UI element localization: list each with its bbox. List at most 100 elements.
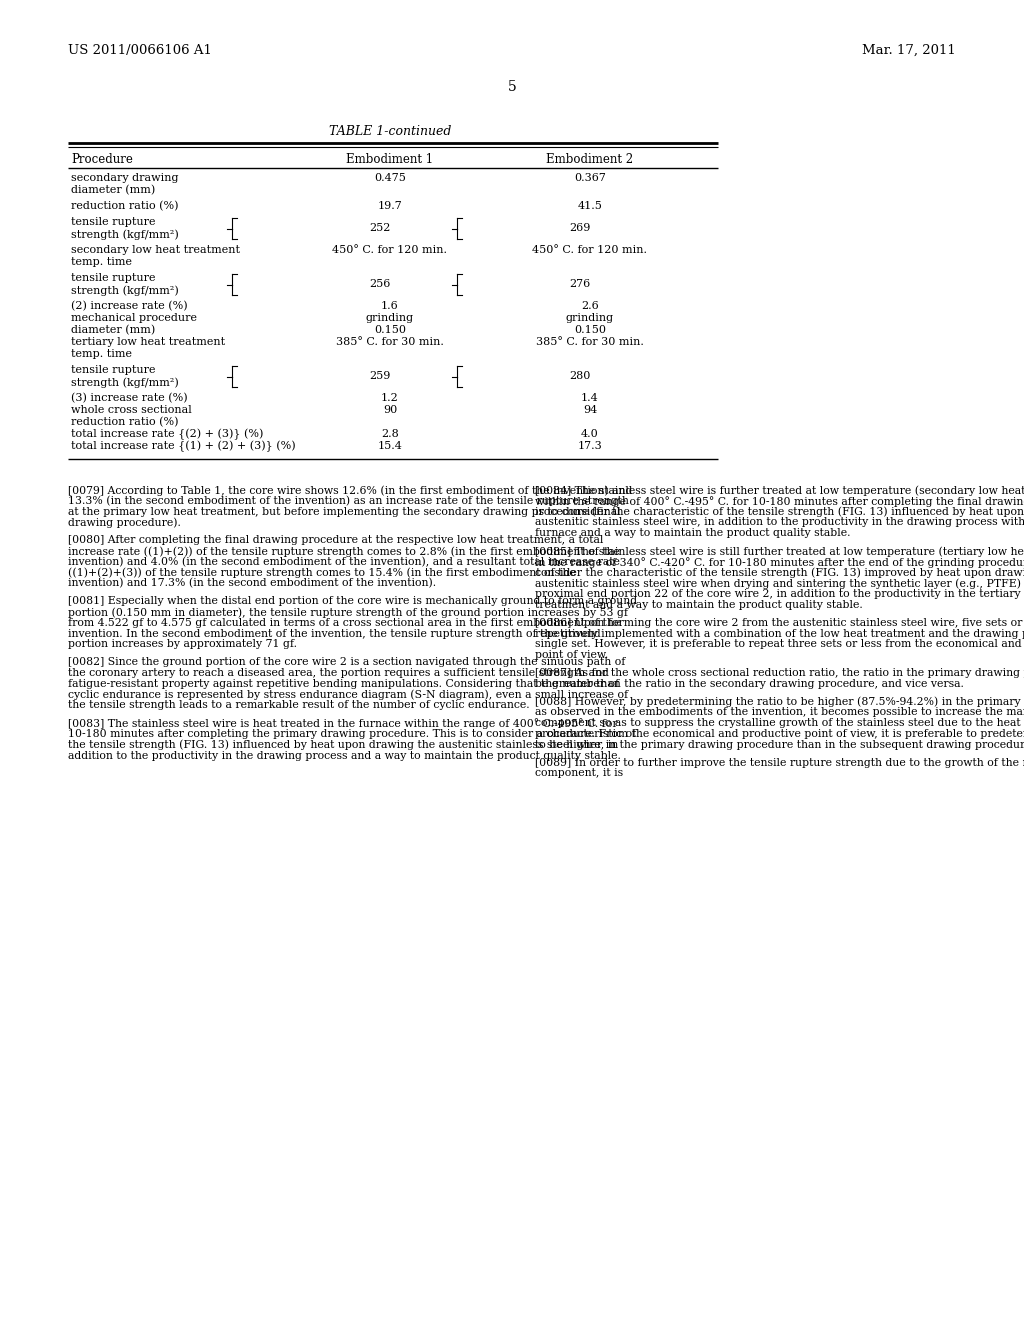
- Text: in the range of 340° C.-420° C. for 10-180 minutes after the end of the grinding: in the range of 340° C.-420° C. for 10-1…: [535, 557, 1024, 568]
- Text: [0085] The stainless steel wire is still further treated at low temperature (ter: [0085] The stainless steel wire is still…: [535, 546, 1024, 557]
- Text: temp. time: temp. time: [71, 348, 132, 359]
- Text: [0080] After completing the final drawing procedure at the respective low heat t: [0080] After completing the final drawin…: [68, 535, 603, 545]
- Text: [0083] The stainless steel wire is heat treated in the furnace within the range : [0083] The stainless steel wire is heat …: [68, 718, 617, 729]
- Text: 17.3: 17.3: [578, 441, 602, 451]
- Text: increase rate ((1)+(2)) of the tensile rupture strength comes to 2.8% (in the fi: increase rate ((1)+(2)) of the tensile r…: [68, 546, 620, 557]
- Text: to be higher in the primary drawing procedure than in the subsequent drawing pro: to be higher in the primary drawing proc…: [535, 739, 1024, 750]
- Text: total increase rate {(2) + (3)} (%): total increase rate {(2) + (3)} (%): [71, 429, 263, 441]
- Text: strength (kgf/mm²): strength (kgf/mm²): [71, 228, 179, 239]
- Text: 4.0: 4.0: [582, 429, 599, 440]
- Text: be greater than the ratio in the secondary drawing procedure, and vice versa.: be greater than the ratio in the seconda…: [535, 678, 964, 689]
- Text: US 2011/0066106 A1: US 2011/0066106 A1: [68, 44, 212, 57]
- Text: invention) and 4.0% (in the second embodiment of the invention), and a resultant: invention) and 4.0% (in the second embod…: [68, 557, 620, 568]
- Text: the coronary artery to reach a diseased area, the portion requires a sufficient : the coronary artery to reach a diseased …: [68, 668, 609, 678]
- Text: portion (0.150 mm in diameter), the tensile rupture strength of the ground porti: portion (0.150 mm in diameter), the tens…: [68, 607, 628, 618]
- Text: 41.5: 41.5: [578, 201, 602, 211]
- Text: repetitively implemented with a combination of the low heat treatment and the dr: repetitively implemented with a combinat…: [535, 628, 1024, 639]
- Text: diameter (mm): diameter (mm): [71, 325, 156, 335]
- Text: [0079] According to Table 1, the core wire shows 12.6% (in the first embodiment : [0079] According to Table 1, the core wi…: [68, 484, 633, 495]
- Text: treatment and a way to maintain the product quality stable.: treatment and a way to maintain the prod…: [535, 601, 863, 610]
- Text: 252: 252: [370, 223, 391, 234]
- Text: within the range of 400° C.-495° C. for 10-180 minutes after completing the fina: within the range of 400° C.-495° C. for …: [535, 496, 1024, 507]
- Text: tensile rupture: tensile rupture: [71, 273, 156, 282]
- Text: [0081] Especially when the distal end portion of the core wire is mechanically g: [0081] Especially when the distal end po…: [68, 597, 637, 606]
- Text: invention) and 17.3% (in the second embodiment of the invention).: invention) and 17.3% (in the second embo…: [68, 578, 436, 589]
- Text: the tensile strength (FIG. 13) influenced by heat upon drawing the austenitic st: the tensile strength (FIG. 13) influence…: [68, 739, 618, 750]
- Text: reduction ratio (%): reduction ratio (%): [71, 201, 178, 211]
- Text: total increase rate {(1) + (2) + (3)} (%): total increase rate {(1) + (2) + (3)} (%…: [71, 441, 296, 453]
- Text: 450° C. for 120 min.: 450° C. for 120 min.: [333, 246, 447, 255]
- Text: is to consider the characteristic of the tensile strength (FIG. 13) influenced b: is to consider the characteristic of the…: [535, 507, 1024, 517]
- Text: 385° C. for 30 min.: 385° C. for 30 min.: [336, 337, 444, 347]
- Text: portion increases by approximately 71 gf.: portion increases by approximately 71 gf…: [68, 639, 297, 649]
- Text: [0086] Upon forming the core wire 2 from the austenitic stainless steel wire, fi: [0086] Upon forming the core wire 2 from…: [535, 618, 1024, 628]
- Text: 269: 269: [569, 223, 591, 234]
- Text: component, it is: component, it is: [535, 768, 624, 779]
- Text: at the primary low heat treatment, but before implementing the secondary drawing: at the primary low heat treatment, but b…: [68, 507, 621, 517]
- Text: 0.150: 0.150: [374, 325, 406, 335]
- Text: point of view.: point of view.: [535, 651, 608, 660]
- Text: component so as to suppress the crystalline growth of the stainless steel due to: component so as to suppress the crystall…: [535, 718, 1024, 729]
- Text: [0088] However, by predetermining the ratio to be higher (87.5%-94.2%) in the pr: [0088] However, by predetermining the ra…: [535, 697, 1024, 708]
- Text: 90: 90: [383, 405, 397, 414]
- Text: 259: 259: [370, 371, 391, 381]
- Text: secondary low heat treatment: secondary low heat treatment: [71, 246, 240, 255]
- Text: 2.8: 2.8: [381, 429, 399, 440]
- Text: (2) increase rate (%): (2) increase rate (%): [71, 301, 187, 312]
- Text: [0084] The stainless steel wire is further treated at low temperature (secondary: [0084] The stainless steel wire is furth…: [535, 484, 1024, 495]
- Text: ((1)+(2)+(3)) of the tensile rupture strength comes to 15.4% (in the first embod: ((1)+(2)+(3)) of the tensile rupture str…: [68, 568, 575, 578]
- Text: from 4.522 gf to 4.575 gf calculated in terms of a cross sectional area in the f: from 4.522 gf to 4.575 gf calculated in …: [68, 618, 621, 628]
- Text: 276: 276: [569, 279, 591, 289]
- Text: tertiary low heat treatment: tertiary low heat treatment: [71, 337, 225, 347]
- Text: fatigue-resistant property against repetitive bending manipulations. Considering: fatigue-resistant property against repet…: [68, 678, 620, 689]
- Text: 19.7: 19.7: [378, 201, 402, 211]
- Text: procedure. From the economical and productive point of view, it is preferable to: procedure. From the economical and produ…: [535, 729, 1024, 739]
- Text: the tensile strength leads to a remarkable result of the number of cyclic endura: the tensile strength leads to a remarkab…: [68, 701, 529, 710]
- Text: 0.367: 0.367: [574, 173, 606, 183]
- Text: austenitic stainless steel wire when drying and sintering the synthetic layer (e: austenitic stainless steel wire when dry…: [535, 578, 1024, 589]
- Text: drawing procedure).: drawing procedure).: [68, 517, 181, 528]
- Text: (3) increase rate (%): (3) increase rate (%): [71, 393, 187, 404]
- Text: 1.6: 1.6: [381, 301, 399, 312]
- Text: Embodiment 2: Embodiment 2: [547, 153, 634, 166]
- Text: [0082] Since the ground portion of the core wire 2 is a section navigated throug: [0082] Since the ground portion of the c…: [68, 657, 626, 667]
- Text: austenitic stainless steel wire, in addition to the productivity in the drawing : austenitic stainless steel wire, in addi…: [535, 517, 1024, 528]
- Text: 0.150: 0.150: [574, 325, 606, 335]
- Text: mechanical procedure: mechanical procedure: [71, 313, 197, 323]
- Text: 450° C. for 120 min.: 450° C. for 120 min.: [532, 246, 647, 255]
- Text: temp. time: temp. time: [71, 257, 132, 267]
- Text: 5: 5: [508, 81, 516, 94]
- Text: as observed in the embodiments of the invention, it becomes possible to increase: as observed in the embodiments of the in…: [535, 708, 1024, 717]
- Text: [0087] As for the whole cross sectional reduction ratio, the ratio in the primar: [0087] As for the whole cross sectional …: [535, 668, 1024, 678]
- Text: 280: 280: [569, 371, 591, 381]
- Text: Procedure: Procedure: [71, 153, 133, 166]
- Text: 2.6: 2.6: [582, 301, 599, 312]
- Text: tensile rupture: tensile rupture: [71, 366, 156, 375]
- Text: grinding: grinding: [366, 313, 414, 323]
- Text: reduction ratio (%): reduction ratio (%): [71, 417, 178, 428]
- Text: furnace and a way to maintain the product quality stable.: furnace and a way to maintain the produc…: [535, 528, 851, 539]
- Text: Embodiment 1: Embodiment 1: [346, 153, 433, 166]
- Text: cyclic endurance is represented by stress endurance diagram (S-N diagram), even : cyclic endurance is represented by stres…: [68, 689, 628, 700]
- Text: 1.2: 1.2: [381, 393, 399, 403]
- Text: secondary drawing: secondary drawing: [71, 173, 178, 183]
- Text: whole cross sectional: whole cross sectional: [71, 405, 191, 414]
- Text: single set. However, it is preferable to repeat three sets or less from the econ: single set. However, it is preferable to…: [535, 639, 1024, 649]
- Text: diameter (mm): diameter (mm): [71, 185, 156, 195]
- Text: strength (kgf/mm²): strength (kgf/mm²): [71, 378, 179, 388]
- Text: 13.3% (in the second embodiment of the invention) as an increase rate of the ten: 13.3% (in the second embodiment of the i…: [68, 496, 629, 507]
- Text: proximal end portion 22 of the core wire 2, in addition to the productivity in t: proximal end portion 22 of the core wire…: [535, 589, 1024, 599]
- Text: Mar. 17, 2011: Mar. 17, 2011: [862, 44, 956, 57]
- Text: grinding: grinding: [566, 313, 614, 323]
- Text: 385° C. for 30 min.: 385° C. for 30 min.: [536, 337, 644, 347]
- Text: TABLE 1-continued: TABLE 1-continued: [329, 125, 452, 139]
- Text: 94: 94: [583, 405, 597, 414]
- Text: 15.4: 15.4: [378, 441, 402, 451]
- Text: 256: 256: [370, 279, 391, 289]
- Text: addition to the productivity in the drawing process and a way to maintain the pr: addition to the productivity in the draw…: [68, 751, 621, 760]
- Text: 1.4: 1.4: [582, 393, 599, 403]
- Text: tensile rupture: tensile rupture: [71, 216, 156, 227]
- Text: [0089] In order to further improve the tensile rupture strength due to the growt: [0089] In order to further improve the t…: [535, 758, 1024, 768]
- Text: 10-180 minutes after completing the primary drawing procedure. This is to consid: 10-180 minutes after completing the prim…: [68, 729, 636, 739]
- Text: invention. In the second embodiment of the invention, the tensile rupture streng: invention. In the second embodiment of t…: [68, 628, 601, 639]
